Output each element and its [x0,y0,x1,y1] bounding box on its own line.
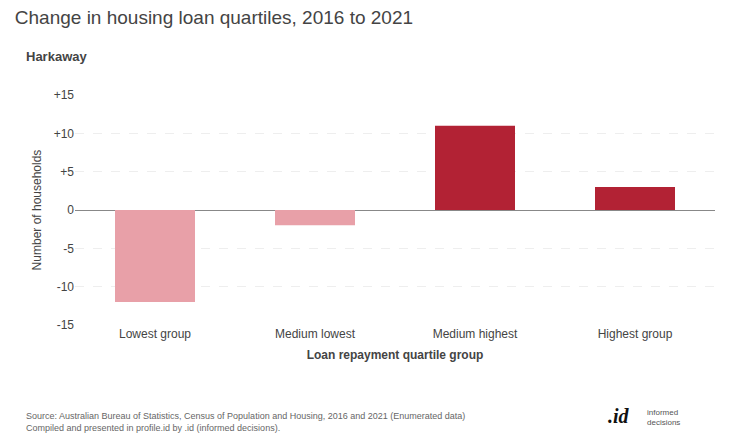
svg-text:.id: .id [608,405,630,427]
svg-text:Harkaway: Harkaway [26,49,87,64]
svg-text:Number of households: Number of households [30,150,44,271]
svg-text:+10: +10 [54,127,75,141]
svg-text:+15: +15 [54,88,75,102]
svg-text:informeddecisions: informeddecisions [647,408,680,427]
svg-text:-15: -15 [57,318,75,332]
svg-text:0: 0 [67,203,74,217]
svg-text:Loan repayment quartile group: Loan repayment quartile group [307,348,484,362]
svg-text:Medium highest: Medium highest [433,327,518,341]
svg-text:Medium lowest: Medium lowest [275,327,356,341]
svg-text:Lowest group: Lowest group [119,327,191,341]
svg-text:-5: -5 [63,242,74,256]
svg-text:Source: Australian Bureau of S: Source: Australian Bureau of Statistics,… [26,411,465,433]
svg-text:Change in housing loan quartil: Change in housing loan quartiles, 2016 t… [15,7,413,28]
svg-text:Highest group: Highest group [598,327,673,341]
svg-text:+5: +5 [60,165,74,179]
svg-text:-10: -10 [57,280,75,294]
